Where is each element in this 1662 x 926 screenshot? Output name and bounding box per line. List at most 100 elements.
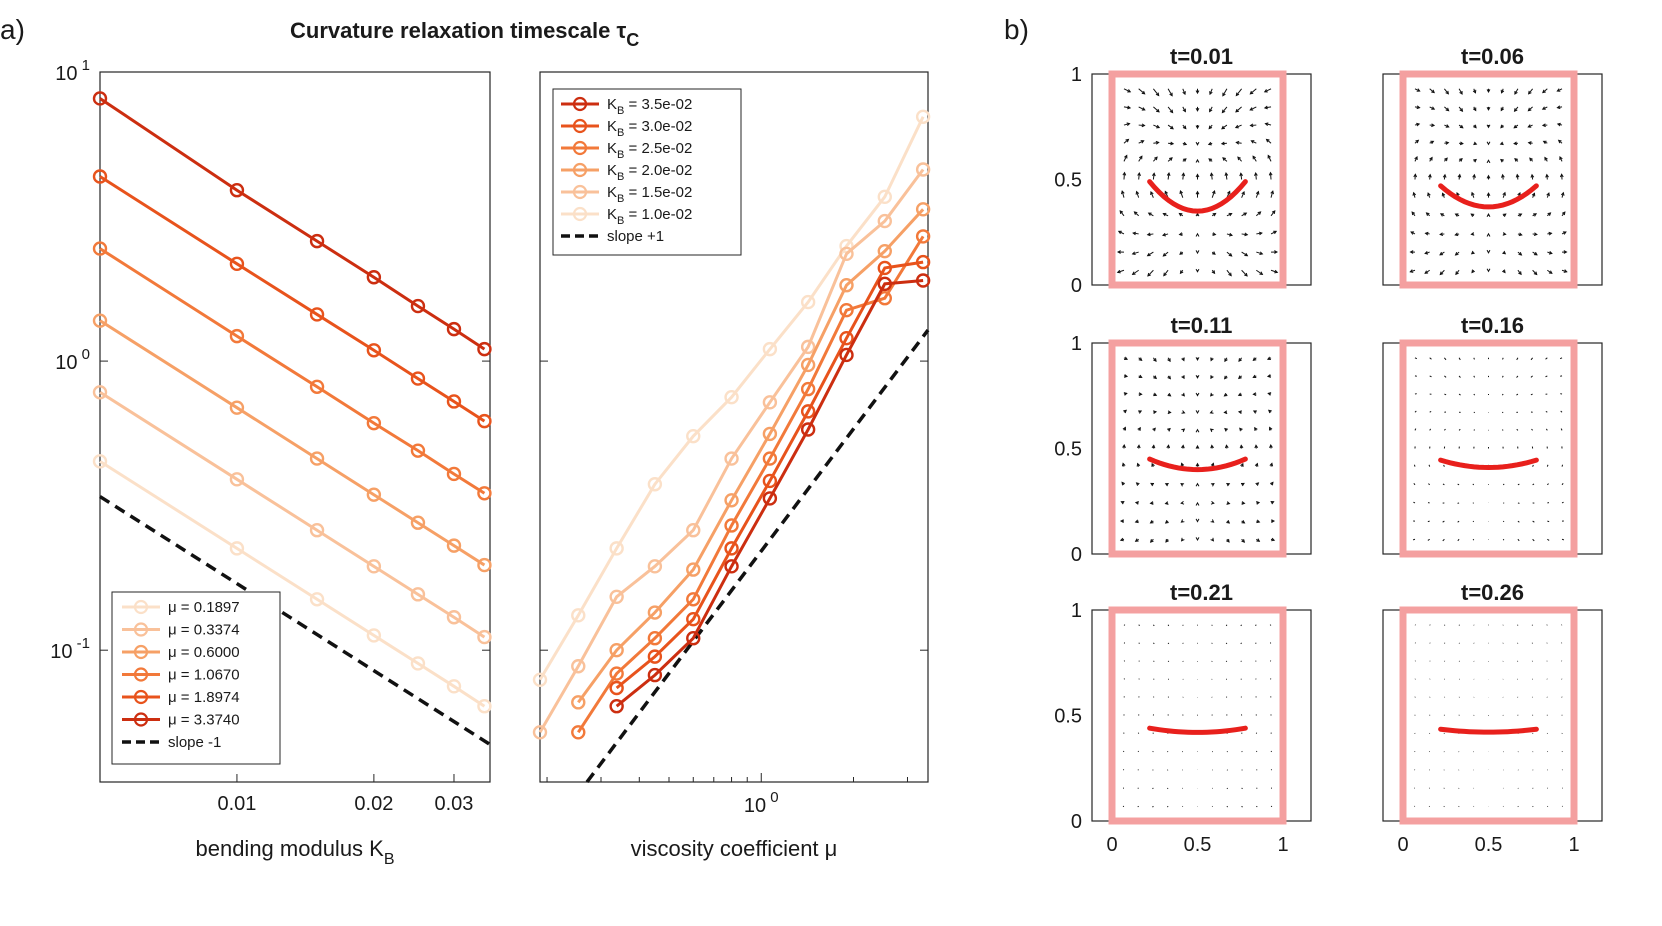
velocity-arrow (1413, 483, 1416, 486)
velocity-arrow (1560, 428, 1563, 431)
arrow-head (1163, 272, 1167, 277)
snapshot-panel: t=0.26 0 0.5 1 (1382, 580, 1603, 856)
arrow-head (1473, 141, 1478, 146)
snapshot-title: t=0.01 (1170, 44, 1233, 69)
y-tick-label: 1 (1071, 333, 1082, 355)
velocity-arrow (1123, 155, 1128, 162)
arrow-head (1533, 213, 1538, 217)
velocity-arrow (1167, 660, 1170, 663)
arrow-head (1226, 538, 1230, 543)
data-point (366, 415, 382, 431)
data-point (477, 413, 492, 429)
velocity-arrow (1122, 750, 1125, 753)
arrow-head (1119, 210, 1124, 214)
arrow-head (1258, 231, 1263, 236)
arrow-head (1141, 90, 1146, 95)
velocity-arrow (1249, 106, 1257, 111)
legend-label-sub: B (617, 127, 624, 139)
arrow-head (1210, 483, 1215, 487)
velocity-arrow (1414, 428, 1417, 431)
y-tick-label: 0.5 (1054, 170, 1082, 192)
velocity-arrow (1559, 357, 1563, 360)
x-axis-label-main: bending modulus K (195, 836, 384, 861)
snapshot-title: t=0.11 (1171, 313, 1233, 338)
velocity-arrow (1138, 106, 1146, 111)
arrow-head (1235, 108, 1239, 113)
data-point (609, 589, 624, 604)
data-point (446, 610, 462, 625)
arrow-head (1271, 519, 1276, 523)
membrane-curve (1147, 179, 1248, 214)
legend-label-value: = 2.0e-02 (624, 162, 692, 179)
velocity-arrow (1443, 88, 1449, 95)
arrow-head (1415, 139, 1420, 144)
velocity-arrow (1241, 787, 1243, 790)
arrow-head (1527, 124, 1532, 128)
data-point (309, 307, 325, 322)
velocity-arrow (1473, 393, 1476, 396)
data-point (309, 523, 325, 538)
arrow-head (1235, 92, 1240, 97)
arrow-head (1210, 444, 1214, 449)
velocity-arrow (1167, 787, 1169, 790)
data-point (877, 213, 892, 229)
velocity-arrow (1226, 805, 1228, 808)
data-point (686, 592, 701, 607)
velocity-arrow (1225, 624, 1228, 627)
legend-label-value: = 3.5e-02 (624, 96, 692, 113)
arrow-head (1124, 374, 1129, 378)
arrow-head (1147, 212, 1152, 216)
arrow-head (1518, 271, 1522, 276)
arrow-head (1181, 428, 1186, 433)
arrow-head (1470, 232, 1475, 236)
data-point (92, 313, 108, 328)
arrow-head (1439, 251, 1444, 256)
velocity-arrow (1241, 805, 1243, 808)
arrow-head (1425, 212, 1430, 216)
velocity-arrow (1530, 375, 1533, 378)
arrow-head (1195, 501, 1200, 506)
arrow-head (1127, 89, 1132, 93)
series-line (99, 460, 486, 708)
data-point (877, 243, 892, 259)
velocity-arrow (1123, 88, 1131, 93)
legend-label-sub: B (617, 171, 624, 183)
velocity-arrow (1210, 173, 1213, 180)
arrow-head (1239, 444, 1244, 449)
arrow-head (1210, 375, 1214, 380)
arrow-head (1548, 231, 1553, 236)
arrow-head (1211, 270, 1216, 275)
arrow-head (1472, 89, 1477, 94)
arrow-head (1228, 252, 1233, 257)
velocity-arrow (1137, 750, 1140, 753)
data-point (915, 162, 931, 177)
arrow-head (1195, 232, 1200, 237)
arrow-head (1195, 107, 1200, 112)
velocity-arrow (1137, 805, 1139, 808)
arrow-head (1138, 357, 1143, 361)
arrow-head (1486, 174, 1491, 179)
arrow-head (1431, 89, 1435, 94)
arrow-head (1252, 392, 1257, 396)
arrow-head (1502, 213, 1507, 217)
arrow-head (1429, 156, 1433, 161)
arrow-head (1471, 269, 1475, 274)
velocity-arrow (1179, 190, 1184, 198)
domain-box (1108, 70, 1287, 289)
arrow-head (1263, 89, 1268, 93)
panel-b-label: b) (1004, 14, 1029, 45)
x-tick-label: 0.01 (217, 793, 256, 815)
velocity-arrow (1269, 172, 1272, 180)
arrow-head (1165, 538, 1169, 543)
arrow-head (1195, 374, 1200, 379)
data-point (229, 400, 245, 415)
data-point (762, 395, 778, 410)
arrow-head (1167, 410, 1172, 415)
y-tick-label: 0 (1071, 275, 1082, 297)
arrow-head (1269, 444, 1273, 449)
velocity-arrow (1167, 172, 1170, 180)
arrow-head (1238, 358, 1242, 362)
velocity-arrow (1153, 106, 1160, 113)
arrow-head (1228, 232, 1234, 237)
arrow-head (1180, 537, 1185, 542)
